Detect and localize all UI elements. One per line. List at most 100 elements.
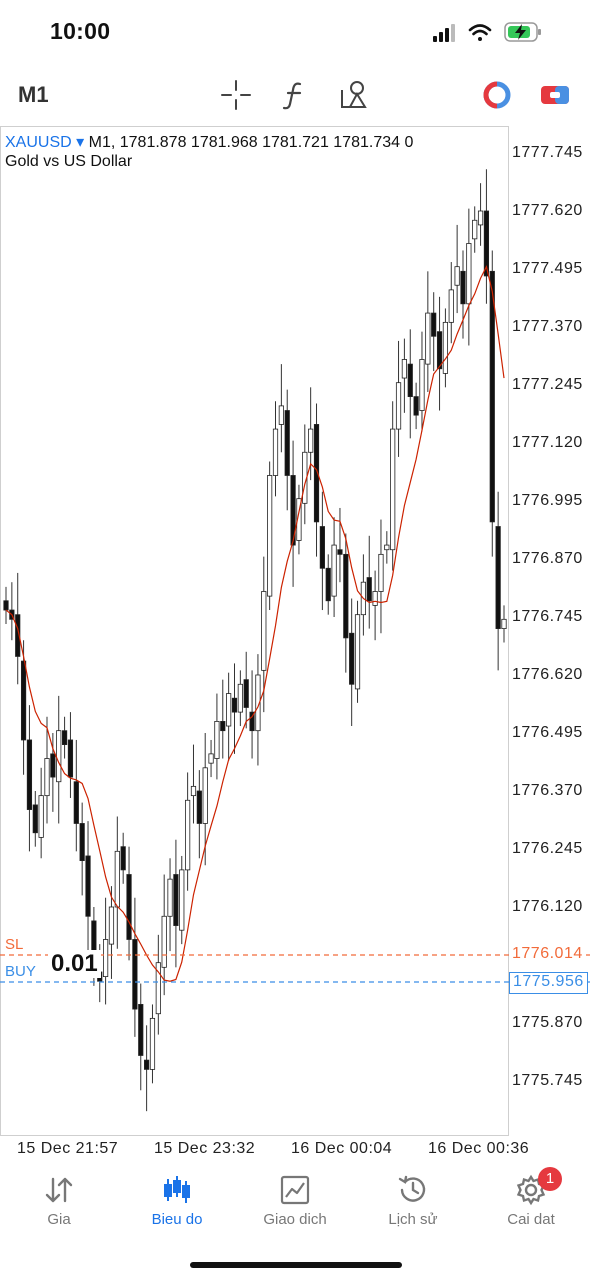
candle-body	[267, 475, 273, 597]
price-chart[interactable]: XAUUSD ▾ M1, 1781.878 1781.968 1781.721 …	[0, 126, 591, 1136]
price-axis-label: 1775.745	[512, 1072, 583, 1089]
candle-body	[483, 210, 490, 277]
candle-body	[114, 850, 120, 908]
wifi-icon	[468, 24, 492, 41]
symbol-selector[interactable]: XAUUSD ▾	[5, 134, 85, 151]
candle-body	[61, 730, 68, 745]
candle-body	[173, 874, 179, 926]
status-bar: 10:00	[0, 0, 591, 64]
battery-charging-icon	[504, 22, 541, 42]
objects-icon[interactable]	[337, 78, 371, 112]
tab-trade[interactable]: Giao dich	[236, 1165, 354, 1235]
price-axis-label: 1776.120	[512, 898, 583, 915]
candle-body	[395, 382, 402, 430]
candle-body	[284, 410, 290, 476]
candle-body	[431, 312, 437, 337]
candle-body	[32, 804, 38, 834]
candle-body	[120, 846, 126, 871]
candle-body	[319, 526, 325, 569]
price-axis-label: 1776.995	[512, 492, 583, 509]
trade-panel-icon[interactable]	[538, 78, 572, 112]
candle-body	[196, 790, 202, 824]
candle-body	[126, 874, 132, 940]
tab-quotes[interactable]: Gia	[0, 1165, 118, 1235]
candle-body	[214, 721, 220, 759]
time-label: 16 Dec 00:36	[428, 1140, 530, 1157]
candle-body	[296, 498, 302, 541]
candle-body	[390, 428, 396, 551]
candle-body	[50, 753, 56, 778]
price-axis-label: 1777.745	[512, 144, 583, 161]
price-axis-label: 1776.495	[512, 724, 583, 741]
tab-label: Lịch sử	[388, 1211, 438, 1228]
indicators-icon[interactable]	[278, 78, 312, 112]
candle-body	[466, 243, 472, 305]
price-axis-label: 1777.245	[512, 376, 583, 393]
candle-body	[366, 577, 372, 602]
candle-body	[237, 683, 243, 713]
status-icons	[425, 20, 565, 46]
candle-body	[278, 405, 284, 425]
one-click-trading-icon[interactable]	[480, 78, 514, 112]
chart-toolbar: M1	[0, 64, 591, 126]
position-lot-size[interactable]: 0.01	[48, 950, 101, 978]
candle-body	[56, 730, 62, 783]
candle-body	[255, 674, 261, 732]
price-axis-label: 1777.120	[512, 434, 583, 451]
candle-body	[79, 823, 85, 861]
time-label: 16 Dec 00:04	[291, 1140, 393, 1157]
home-indicator	[190, 1262, 402, 1268]
candle-body	[489, 270, 495, 523]
candle-body	[132, 939, 138, 1010]
candle-body	[179, 869, 185, 931]
bottom-tab-bar: Gia Bieu do Giao dich Lịch sử Cai dat 1	[0, 1165, 591, 1280]
tab-chart[interactable]: Bieu do	[118, 1165, 236, 1235]
sl-line-tag[interactable]: SL	[5, 936, 24, 953]
symbol-description: Gold vs US Dollar	[5, 153, 133, 170]
crosshair-icon[interactable]	[219, 78, 253, 112]
candle-body	[425, 312, 431, 365]
chart-canvas	[0, 126, 591, 1136]
price-axis-label: 1776.745	[512, 608, 583, 625]
candle-body	[472, 219, 478, 240]
candle-body	[343, 553, 349, 639]
candle-body	[249, 711, 255, 732]
candle-body	[26, 739, 33, 810]
trade-chart-icon	[280, 1175, 310, 1205]
candle-body	[20, 660, 27, 741]
candle-body	[231, 697, 238, 713]
candle-body	[290, 475, 296, 546]
timeframe-button[interactable]: M1	[18, 82, 49, 107]
status-icon-group	[433, 22, 541, 42]
candle-body	[384, 544, 390, 551]
status-time: 10:00	[50, 18, 111, 44]
chart-candles-icon	[164, 1176, 190, 1203]
candle-body	[331, 544, 337, 597]
moving-average-line	[5, 264, 505, 982]
candle-body	[419, 359, 425, 411]
price-axis-label: 1776.870	[512, 550, 583, 567]
candle-body	[144, 1059, 150, 1070]
candle-body	[73, 781, 79, 824]
candle-body	[67, 739, 74, 778]
candle-body	[261, 591, 267, 671]
candle-body	[226, 693, 232, 727]
price-axis-label: 1777.370	[512, 318, 583, 335]
time-label: 15 Dec 21:57	[17, 1140, 119, 1157]
candle-body	[501, 618, 507, 630]
price-axis-label: 1776.370	[512, 782, 583, 799]
candle-body	[185, 799, 191, 871]
price-axis-label: 1776.620	[512, 666, 583, 683]
tab-settings[interactable]: Cai dat 1	[472, 1165, 590, 1235]
candle-body	[103, 939, 109, 977]
candle-body	[220, 721, 226, 732]
tab-label: Bieu do	[151, 1211, 203, 1228]
candle-body	[155, 962, 161, 1015]
price-axis-label: 1777.620	[512, 202, 583, 219]
candle-body	[413, 396, 419, 416]
tab-history[interactable]: Lịch sử	[354, 1165, 472, 1235]
buy-line-tag[interactable]: BUY	[5, 963, 36, 980]
candle-body	[38, 795, 44, 838]
notification-badge: 1	[538, 1167, 562, 1191]
candle-body	[208, 753, 214, 764]
